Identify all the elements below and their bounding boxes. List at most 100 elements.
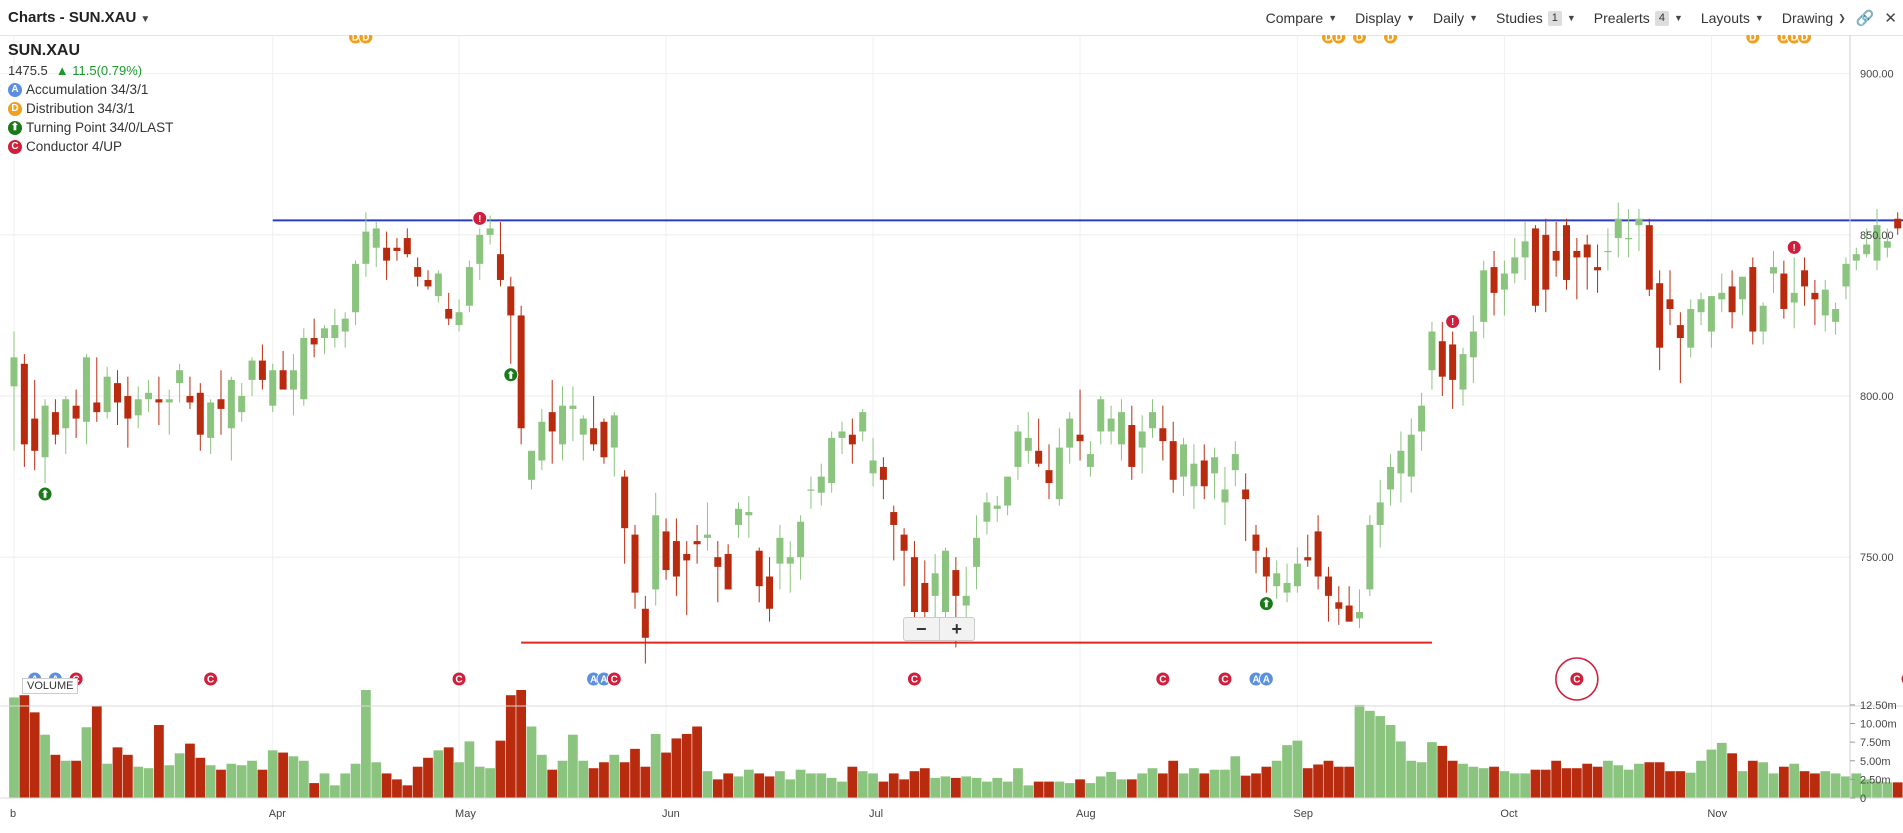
distribution-icon: D xyxy=(8,101,22,116)
candle-body xyxy=(155,399,163,403)
signal-C-marker xyxy=(606,671,622,687)
volume-bar xyxy=(1644,762,1655,798)
zoom-control: − + xyxy=(903,617,975,641)
volume-bar xyxy=(185,743,195,798)
display-menu[interactable]: Display ▼ xyxy=(1355,10,1415,26)
layouts-menu[interactable]: Layouts ▼ xyxy=(1701,10,1764,26)
volume-bar xyxy=(1416,762,1427,798)
candle-body xyxy=(217,399,225,409)
volume-bar xyxy=(547,769,558,798)
volume-bar xyxy=(1282,745,1292,798)
candle-body xyxy=(621,476,629,529)
volume-bar xyxy=(1199,773,1210,798)
volume-bar xyxy=(1520,773,1530,798)
volume-bar xyxy=(609,754,620,798)
volume-bar xyxy=(1168,760,1179,798)
candle-body xyxy=(114,383,121,403)
signal-D-marker xyxy=(1352,35,1367,45)
volume-bar xyxy=(671,738,682,798)
candle-body xyxy=(1449,344,1457,380)
drawing-menu[interactable]: Drawing ❯ xyxy=(1782,10,1846,26)
chevron-down-icon: ❯ xyxy=(1838,12,1846,23)
volume-bar xyxy=(1882,782,1893,798)
candle-body xyxy=(1542,234,1550,290)
studies-menu[interactable]: Studies 1 ▼ xyxy=(1496,10,1576,26)
volume-bar xyxy=(1861,779,1872,798)
candle-body xyxy=(248,360,256,380)
candle-body xyxy=(31,418,39,451)
price-tick-label: 900.00 xyxy=(1860,69,1894,81)
volume-bar xyxy=(392,779,402,798)
candle-body xyxy=(1262,557,1270,577)
volume-bar xyxy=(1178,773,1189,798)
volume-bar xyxy=(195,757,206,798)
legend-item-accumulation[interactable]: A Accumulation 34/3/1 xyxy=(8,82,173,97)
volume-tick-label: 10.00m xyxy=(1860,719,1897,731)
chevron-down-icon: ▼ xyxy=(140,14,151,25)
volume-bar xyxy=(950,777,961,798)
candle-body xyxy=(610,415,618,448)
chart-title-menu[interactable]: Charts - SUN.XAU ▼ xyxy=(8,9,150,26)
chart-canvas[interactable]: ⬆⬆⬆⬆!!!DDDDDDDDDDAAAAAACCCCCCCCC 900.008… xyxy=(0,35,1903,833)
candle-body xyxy=(1873,225,1881,261)
volume-bar xyxy=(878,781,889,798)
candle-body xyxy=(693,541,701,545)
zoom-out-button[interactable]: − xyxy=(915,619,927,639)
close-icon[interactable]: ✕ xyxy=(1884,10,1897,27)
candle-body xyxy=(258,360,266,380)
volume-bar xyxy=(1675,771,1686,798)
time-tick-label: Oct xyxy=(1500,808,1517,820)
volume-bar xyxy=(226,763,237,798)
volume-bar xyxy=(1075,779,1085,798)
volume-bar xyxy=(1571,768,1582,798)
volume-bar xyxy=(1634,763,1644,798)
volume-bar xyxy=(1064,783,1075,798)
candle-body xyxy=(383,247,391,261)
signal-marker-letter: ⬆ xyxy=(507,370,515,381)
signal-marker-letter: D xyxy=(1801,35,1808,44)
volume-bar xyxy=(1147,768,1158,798)
volume-bar xyxy=(743,769,754,798)
volume-tick-label: 12.50m xyxy=(1860,700,1897,712)
compare-label: Compare xyxy=(1265,10,1324,26)
candle-body xyxy=(1076,434,1084,442)
candle-body xyxy=(1625,238,1633,240)
volume-bar xyxy=(1799,771,1810,798)
candle-body xyxy=(103,376,111,413)
volume-bar xyxy=(133,766,144,798)
signal-marker-letter: C xyxy=(207,675,214,686)
signal-marker-letter: C xyxy=(611,675,618,686)
volume-bar xyxy=(1106,771,1116,798)
volume-bar xyxy=(599,762,609,798)
volume-bar xyxy=(1013,768,1023,798)
legend-item-turning-point[interactable]: ⬆ Turning Point 34/0/LAST xyxy=(8,120,173,135)
volume-bar xyxy=(71,760,81,798)
candle-body xyxy=(1428,331,1436,371)
signal-D-marker xyxy=(358,35,374,45)
candle-body xyxy=(1149,412,1156,429)
volume-bar xyxy=(692,726,702,798)
volume-bar xyxy=(1220,769,1230,798)
volume-bar xyxy=(485,768,495,798)
turning-point-icon: ⬆ xyxy=(8,120,22,135)
volume-bar xyxy=(1033,781,1044,798)
time-tick-label: Sep xyxy=(1293,808,1313,820)
volume-bar xyxy=(298,760,309,798)
volume-bar xyxy=(1189,768,1199,798)
candle-body xyxy=(1376,502,1384,525)
prealerts-menu[interactable]: Prealerts 4 ▼ xyxy=(1594,10,1683,26)
zoom-in-button[interactable]: + xyxy=(951,619,962,639)
candle-body xyxy=(41,405,49,458)
compare-menu[interactable]: Compare ▼ xyxy=(1266,10,1338,26)
candle-body xyxy=(196,392,204,435)
interval-menu[interactable]: Daily ▼ xyxy=(1433,10,1478,26)
legend-item-distribution[interactable]: D Distribution 34/3/1 xyxy=(8,101,173,116)
legend-item-conductor[interactable]: C Conductor 4/UP xyxy=(8,139,173,154)
volume-bar xyxy=(982,781,992,798)
price-change: ▲ 11.5(0.79%) xyxy=(56,63,142,78)
price-tick-label: 800.00 xyxy=(1860,391,1894,403)
link-icon[interactable]: 🔗 xyxy=(1855,10,1875,27)
volume-bar xyxy=(164,765,175,798)
signal-marker-letter: A xyxy=(590,675,597,686)
signal-marker-letter: ! xyxy=(478,214,481,225)
